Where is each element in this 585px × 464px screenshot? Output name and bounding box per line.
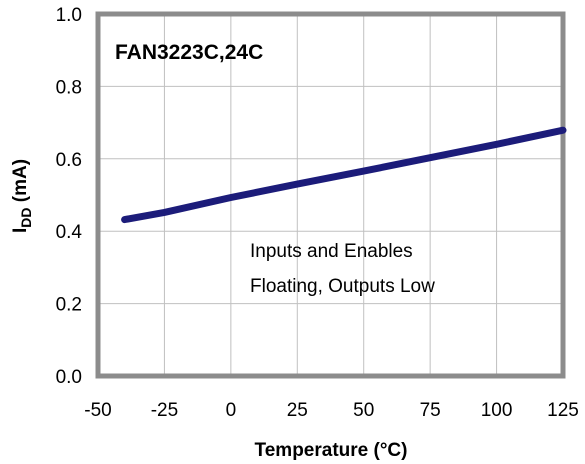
y-axis-label-main: I [10,228,31,233]
series-line [121,126,567,224]
y-axis-label-sub: DD [18,208,34,228]
x-axis-label: Temperature (°C) [255,440,408,461]
y-tick-label: 1.0 [56,5,82,26]
x-tick-label: 125 [547,400,579,421]
y-tick-label: 0.6 [56,150,82,171]
x-tick-label: 75 [420,400,441,421]
tick-labels: -50 -25 0 25 50 75 100 125 0.0 0.2 0.4 0.6 0.8 1.0 [56,5,579,421]
x-tick-label: 0 [226,400,237,421]
annotation-line-1: Inputs and Enables [250,241,413,262]
x-tick-label: 25 [287,400,308,421]
chart-title: FAN3223C,24C [115,41,263,64]
y-tick-label: 0.4 [56,222,83,243]
grid-lines [97,13,564,377]
y-tick-label: 0.0 [56,367,82,388]
x-tick-label: -25 [151,400,178,421]
y-tick-label: 0.2 [56,295,82,316]
y-axis-label-rest: (mA) [10,159,31,208]
x-tick-label: 50 [353,400,374,421]
annotation-line-2: Floating, Outputs Low [250,276,435,297]
y-tick-label: 0.8 [56,77,82,98]
y-axis-label: IDD (mA) [10,159,34,233]
x-tick-label: -50 [84,400,111,421]
x-tick-label: 100 [481,400,513,421]
plot-frame [95,11,566,379]
